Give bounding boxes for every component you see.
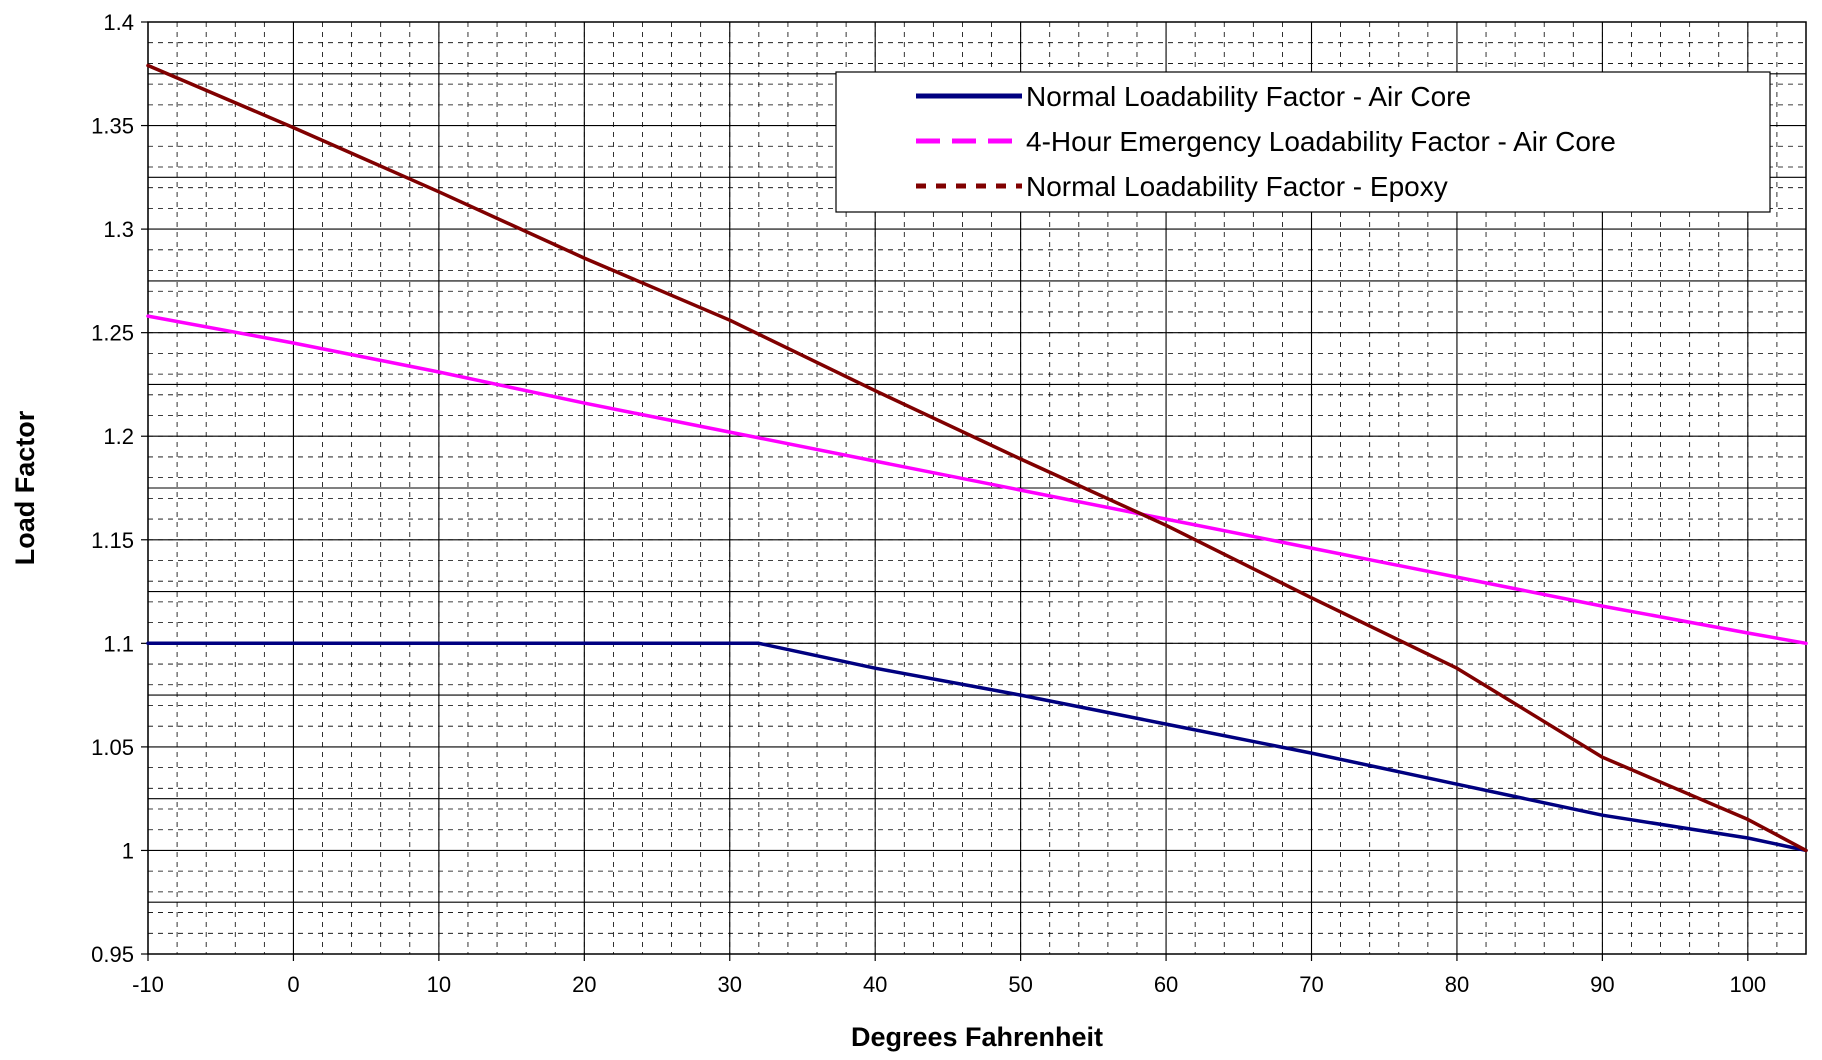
y-tick-label: 1.4 — [103, 10, 134, 35]
x-tick-label: 80 — [1445, 972, 1469, 997]
series-line-normal-air-core — [146, 641, 1808, 853]
x-tick-label: 10 — [427, 972, 451, 997]
y-tick-label: 1.35 — [91, 114, 134, 139]
series-line-normal-epoxy — [146, 63, 1808, 853]
y-tick-label: 1.25 — [91, 321, 134, 346]
x-axis-title: Degrees Fahrenheit — [851, 1022, 1103, 1052]
y-tick-label: 1.3 — [103, 217, 134, 242]
legend-label-emergency-air-core: 4-Hour Emergency Loadability Factor - Ai… — [1026, 126, 1616, 157]
x-tick-label: 90 — [1590, 972, 1614, 997]
x-tick-label: -10 — [132, 972, 164, 997]
y-axis-title: Load Factor — [10, 410, 40, 565]
legend-label-normal-epoxy: Normal Loadability Factor - Epoxy — [1026, 171, 1448, 202]
legend: Normal Loadability Factor - Air Core 4-H… — [835, 71, 1771, 213]
x-tick-label: 20 — [572, 972, 596, 997]
x-tick-label: 0 — [287, 972, 299, 997]
y-tick-label: 1.2 — [103, 424, 134, 449]
y-tick-label: 0.95 — [91, 942, 134, 967]
y-tick-label: 1 — [122, 838, 134, 863]
x-tick-label: 100 — [1729, 972, 1766, 997]
x-tick-label: 70 — [1299, 972, 1323, 997]
x-axis-ticks: -10 0 10 20 30 40 50 60 70 80 90 100 — [132, 954, 1766, 997]
y-axis-ticks: 0.95 1 1.05 1.1 1.15 1.2 1.25 1.3 1.35 1.4 — [91, 10, 148, 967]
y-tick-label: 1.1 — [103, 631, 134, 656]
y-tick-label: 1.15 — [91, 528, 134, 553]
x-tick-label: 30 — [718, 972, 742, 997]
x-tick-label: 60 — [1154, 972, 1178, 997]
plot-area-frame — [147, 21, 1807, 955]
x-tick-label: 50 — [1008, 972, 1032, 997]
series-line-emergency-air-core — [146, 314, 1808, 646]
y-tick-label: 1.05 — [91, 735, 134, 760]
x-tick-label: 40 — [863, 972, 887, 997]
series-layer — [146, 63, 1808, 853]
legend-label-normal-air-core: Normal Loadability Factor - Air Core — [1026, 81, 1471, 112]
